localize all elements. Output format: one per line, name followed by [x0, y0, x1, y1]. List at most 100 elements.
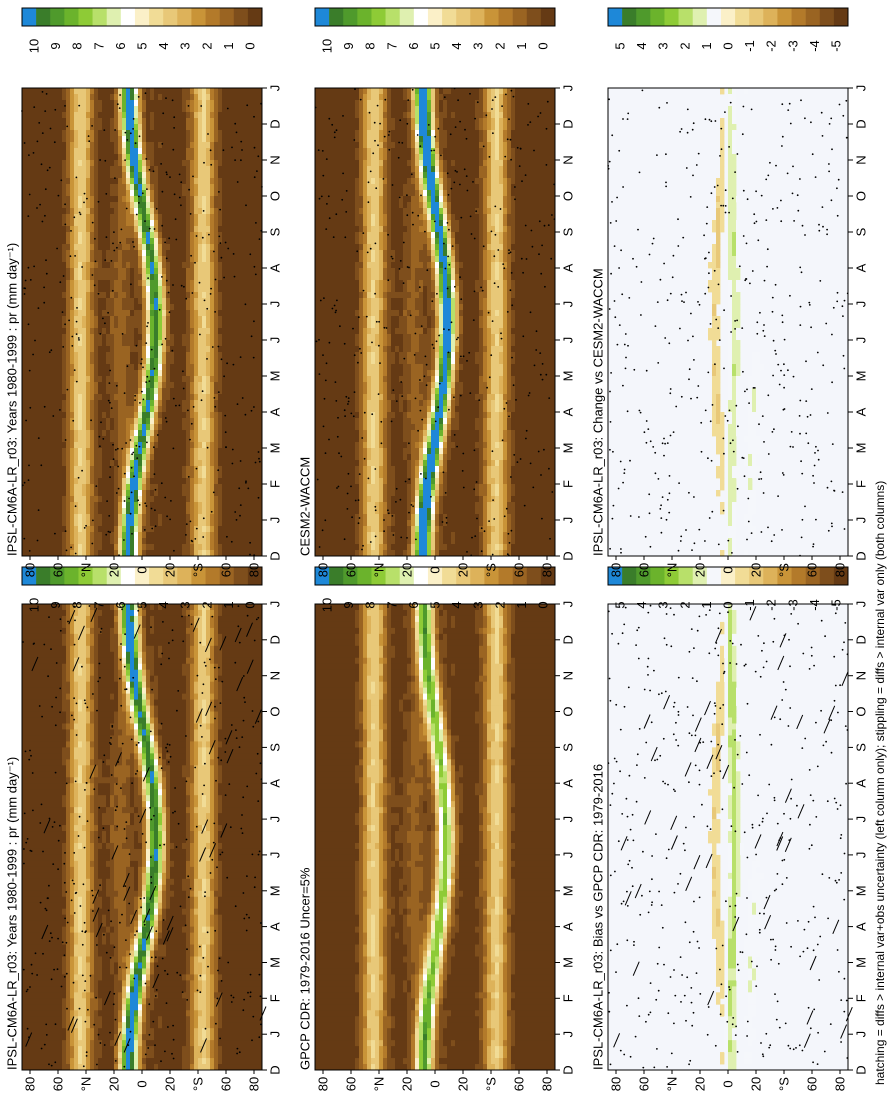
heat-cell — [238, 998, 243, 1005]
heat-cell — [38, 729, 43, 736]
stipple-dot — [235, 729, 237, 731]
heat-cell — [114, 848, 119, 856]
heat-cell — [222, 848, 227, 856]
heat-cell — [206, 615, 211, 623]
heat-cell — [154, 693, 159, 700]
heat-cell — [186, 633, 191, 641]
heat-cell — [22, 609, 27, 617]
heat-cell — [234, 848, 239, 856]
heat-cell — [94, 705, 99, 712]
heat-cell — [210, 890, 215, 898]
heat-cell — [50, 789, 55, 796]
heat-cell — [182, 926, 187, 933]
heat-cell — [86, 1046, 91, 1053]
heat-cell — [178, 842, 183, 850]
heat-cell — [234, 741, 239, 748]
heat-cell — [26, 819, 31, 826]
heat-cell — [198, 878, 203, 886]
heat-cell — [118, 1022, 123, 1029]
heat-cell — [138, 837, 143, 844]
heat-cell — [242, 795, 247, 802]
heat-cell — [26, 783, 31, 790]
heat-cell — [206, 609, 211, 617]
heat-cell — [54, 801, 59, 808]
heat-cell — [210, 765, 215, 772]
heat-cell — [134, 974, 139, 981]
stipple-dot — [66, 1007, 68, 1010]
heat-cell — [194, 741, 199, 748]
heat-cell — [82, 717, 87, 724]
heat-cell — [146, 962, 151, 969]
heat-cell — [246, 705, 251, 712]
heat-cell — [226, 604, 231, 611]
heat-cell — [122, 669, 127, 677]
heat-cell — [30, 687, 35, 695]
stipple-dot — [112, 1003, 115, 1006]
heat-cell — [94, 747, 99, 754]
stipple-dot — [204, 665, 207, 667]
heat-cell — [210, 627, 215, 635]
heat-cell — [46, 663, 51, 671]
heat-cell — [158, 741, 163, 748]
heat-cell — [250, 819, 255, 826]
stipple-dot — [91, 889, 93, 892]
heat-cell — [26, 669, 31, 677]
heat-cell — [218, 705, 223, 712]
heat-cell — [106, 687, 111, 695]
heat-cell — [222, 669, 227, 677]
heat-cell — [54, 759, 59, 766]
heat-cell — [170, 932, 175, 939]
heat-cell — [110, 1058, 115, 1065]
heat-cell — [254, 795, 259, 802]
hatch-line — [92, 907, 100, 922]
heat-cell — [170, 663, 175, 671]
heat-cell — [34, 735, 39, 742]
heat-cell — [138, 980, 143, 987]
heat-cell — [50, 902, 55, 910]
heat-cell — [90, 854, 95, 862]
heat-cell — [54, 604, 59, 611]
heat-cell — [50, 908, 55, 916]
heat-cell — [42, 1022, 47, 1029]
heat-cell — [234, 831, 239, 838]
heat-cell — [114, 669, 119, 677]
heat-cell — [234, 884, 239, 892]
heat-cell — [98, 753, 103, 760]
heat-cell — [242, 902, 247, 910]
stipple-dot — [52, 863, 55, 865]
heat-cell — [90, 1034, 95, 1041]
heat-cell — [238, 920, 243, 928]
heat-cell — [66, 813, 71, 820]
heat-cell — [158, 639, 163, 647]
heat-cell — [126, 819, 131, 826]
stipple-dot — [43, 1043, 46, 1046]
stipple-dot — [63, 975, 66, 978]
heat-cell — [22, 651, 27, 659]
heat-cell — [142, 837, 147, 844]
heat-cell — [130, 741, 135, 748]
heat-cell — [66, 938, 71, 945]
heat-cell — [106, 759, 111, 766]
heat-cell — [134, 765, 139, 772]
heat-cell — [242, 944, 247, 951]
heat-cell — [106, 627, 111, 635]
hatch-line — [92, 889, 100, 904]
heat-cell — [50, 741, 55, 748]
heat-cell — [30, 1028, 35, 1035]
heat-cell — [146, 860, 151, 868]
heat-cell — [154, 980, 159, 987]
heat-cell — [218, 789, 223, 796]
heat-cell — [106, 920, 111, 928]
heat-cell — [178, 992, 183, 999]
heat-cell — [242, 890, 247, 898]
heat-cell — [154, 968, 159, 975]
stipple-dot — [128, 853, 131, 855]
heat-cell — [166, 651, 171, 659]
heat-cell — [206, 663, 211, 671]
heat-cell — [30, 831, 35, 838]
stipple-dot — [246, 785, 249, 788]
heat-cell — [46, 687, 51, 695]
heat-cell — [110, 998, 115, 1005]
heat-cell — [194, 675, 199, 683]
heat-cell — [78, 771, 83, 778]
